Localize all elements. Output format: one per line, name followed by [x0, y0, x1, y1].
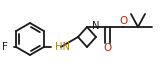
Text: O: O [103, 43, 111, 53]
Text: F: F [2, 42, 8, 52]
Text: HN: HN [55, 42, 70, 52]
Text: N: N [92, 21, 99, 31]
Text: O: O [119, 16, 127, 26]
